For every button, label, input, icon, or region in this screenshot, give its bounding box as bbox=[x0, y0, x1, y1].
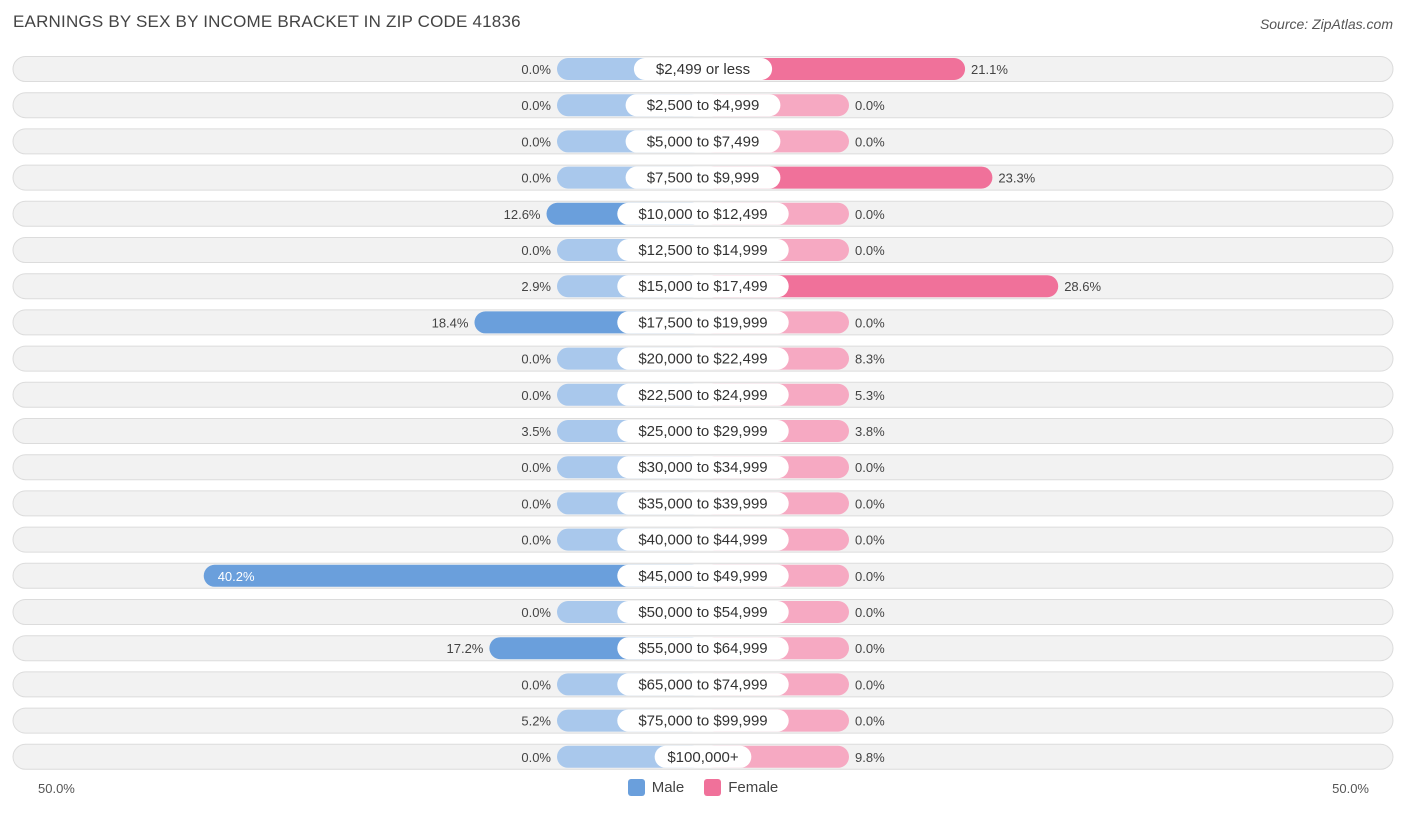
category-label: $40,000 to $44,999 bbox=[638, 532, 767, 549]
female-value-label: 0.0% bbox=[855, 460, 885, 475]
category-pill bbox=[617, 202, 789, 225]
legend: Male Female bbox=[0, 779, 1406, 796]
female-value-label: 0.0% bbox=[855, 714, 885, 729]
category-pill bbox=[617, 528, 789, 551]
male-value-label: 0.0% bbox=[521, 62, 551, 77]
category-label: $25,000 to $29,999 bbox=[638, 423, 767, 440]
female-value-label: 23.3% bbox=[998, 171, 1035, 186]
female-value-label: 0.0% bbox=[855, 98, 885, 113]
female-value-label: 0.0% bbox=[855, 315, 885, 330]
male-value-label: 3.5% bbox=[521, 424, 551, 439]
category-label: $65,000 to $74,999 bbox=[638, 676, 767, 693]
category-pill bbox=[625, 130, 781, 153]
male-bar[interactable] bbox=[203, 564, 703, 587]
category-label: $7,500 to $9,999 bbox=[647, 170, 760, 187]
category-label: $2,499 or less bbox=[656, 61, 750, 78]
category-pill bbox=[617, 456, 789, 479]
category-pill bbox=[617, 601, 789, 623]
male-value-label: 17.2% bbox=[447, 641, 484, 656]
category-pill bbox=[617, 239, 789, 261]
male-value-label: 18.4% bbox=[432, 315, 469, 330]
female-value-label: 0.0% bbox=[855, 641, 885, 656]
legend-label-male: Male bbox=[651, 779, 685, 796]
category-pill bbox=[617, 564, 789, 587]
category-pill bbox=[617, 275, 789, 298]
female-value-label: 0.0% bbox=[855, 243, 885, 258]
male-value-label: 0.0% bbox=[521, 171, 551, 186]
legend-label-female: Female bbox=[728, 779, 779, 796]
male-value-label: 0.0% bbox=[521, 243, 551, 258]
female-value-label: 28.6% bbox=[1064, 279, 1101, 294]
male-value-label: 5.2% bbox=[521, 714, 551, 729]
category-label: $30,000 to $34,999 bbox=[638, 459, 767, 476]
category-label: $35,000 to $39,999 bbox=[638, 495, 767, 512]
category-label: $45,000 to $49,999 bbox=[638, 568, 767, 585]
category-label: $50,000 to $54,999 bbox=[638, 604, 767, 621]
category-pill bbox=[654, 745, 752, 768]
category-label: $75,000 to $99,999 bbox=[638, 713, 767, 730]
category-label: $5,000 to $7,499 bbox=[647, 133, 760, 150]
legend-item-male[interactable]: Male bbox=[627, 779, 685, 796]
category-label: $55,000 to $64,999 bbox=[638, 640, 767, 657]
category-label: $20,000 to $22,499 bbox=[638, 351, 767, 368]
male-value-label: 12.6% bbox=[504, 207, 541, 222]
category-label: $100,000+ bbox=[667, 749, 739, 766]
male-value-label: 0.0% bbox=[521, 496, 551, 511]
category-pill bbox=[617, 673, 789, 696]
legend-item-female[interactable]: Female bbox=[704, 779, 778, 796]
legend-swatch-male bbox=[627, 779, 645, 796]
male-value-label: 2.9% bbox=[521, 279, 551, 294]
category-label: $15,000 to $17,499 bbox=[638, 278, 767, 295]
female-value-label: 0.0% bbox=[855, 677, 885, 692]
axis-left-label: 50.0% bbox=[38, 781, 75, 796]
category-label: $2,500 to $4,999 bbox=[647, 97, 760, 114]
category-pill bbox=[617, 492, 789, 515]
female-value-label: 0.0% bbox=[855, 134, 885, 149]
female-value-label: 21.1% bbox=[971, 62, 1008, 77]
category-label: $12,500 to $14,999 bbox=[638, 242, 767, 259]
male-value-label: 0.0% bbox=[521, 352, 551, 367]
category-label: $17,500 to $19,999 bbox=[638, 314, 767, 331]
male-value-label: 0.0% bbox=[521, 750, 551, 765]
male-value-label: 0.0% bbox=[521, 677, 551, 692]
category-label: $10,000 to $12,499 bbox=[638, 206, 767, 223]
chart-title: EARNINGS BY SEX BY INCOME BRACKET IN ZIP… bbox=[13, 12, 521, 31]
male-value-label: 0.0% bbox=[521, 533, 551, 548]
female-value-label: 3.8% bbox=[855, 424, 885, 439]
category-pill bbox=[625, 94, 781, 117]
female-value-label: 5.3% bbox=[855, 388, 885, 403]
female-bar[interactable] bbox=[703, 275, 1059, 298]
category-pill bbox=[617, 383, 789, 406]
female-value-label: 9.8% bbox=[855, 750, 885, 765]
category-pill bbox=[625, 166, 781, 189]
female-value-label: 0.0% bbox=[855, 605, 885, 620]
male-value-label: 0.0% bbox=[521, 605, 551, 620]
female-value-label: 0.0% bbox=[855, 207, 885, 222]
axis-right-label: 50.0% bbox=[1332, 781, 1369, 796]
category-pill bbox=[617, 420, 789, 442]
category-pill bbox=[633, 58, 773, 80]
category-pill bbox=[617, 637, 789, 660]
female-value-label: 0.0% bbox=[855, 496, 885, 511]
legend-swatch-female bbox=[704, 779, 722, 796]
category-pill bbox=[617, 709, 789, 732]
male-value-label: 0.0% bbox=[521, 134, 551, 149]
male-value-label: 0.0% bbox=[521, 460, 551, 475]
male-value-label: 40.2% bbox=[218, 569, 255, 584]
female-value-label: 0.0% bbox=[855, 533, 885, 548]
category-pill bbox=[617, 347, 789, 370]
source-label: Source: ZipAtlas.com bbox=[1259, 16, 1393, 32]
female-value-label: 0.0% bbox=[855, 569, 885, 584]
male-value-label: 0.0% bbox=[521, 98, 551, 113]
category-pill bbox=[617, 311, 789, 334]
male-value-label: 0.0% bbox=[521, 388, 551, 403]
female-value-label: 8.3% bbox=[855, 352, 885, 367]
category-label: $22,500 to $24,999 bbox=[638, 387, 767, 404]
